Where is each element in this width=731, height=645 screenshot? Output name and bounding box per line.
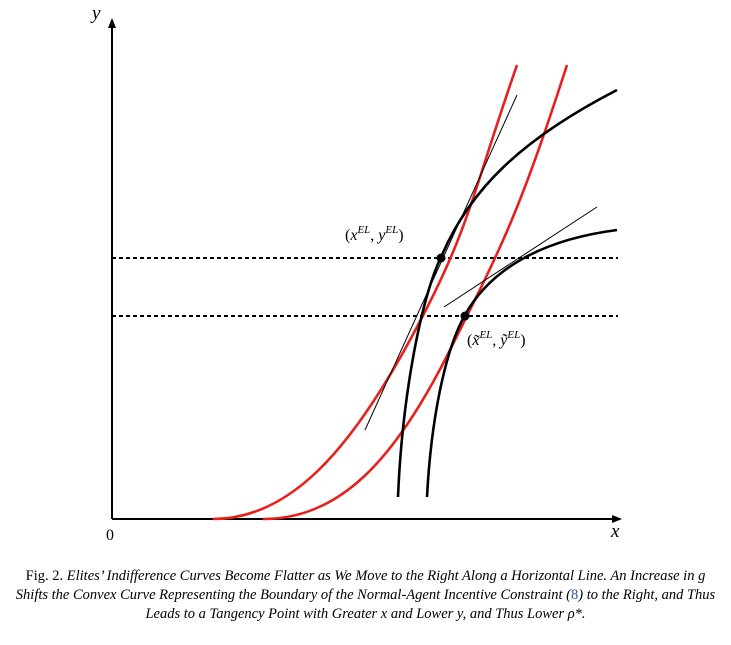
tangency-point-el — [436, 253, 446, 263]
black-curve-upper — [396, 88, 618, 498]
origin-label: 0 — [106, 527, 114, 544]
black-curve-lower — [425, 228, 618, 498]
caption-text-2: ) to the Right, and Thus Leads to a Tang… — [145, 587, 716, 622]
caption-text-1: Elites’ Indifference Curves Become Flatt… — [15, 568, 706, 603]
figure-caption: Fig. 2. Elites’ Indifference Curves Beco… — [12, 567, 719, 624]
red-curve-left — [212, 64, 519, 521]
caption-prefix: Fig. 2. — [25, 568, 64, 584]
diagram-canvas: y x 0 (xEL, yEL) (x̃EL, ỹEL) — [90, 3, 622, 544]
y-axis-label: y — [90, 3, 101, 24]
tangent-line-lower — [443, 206, 598, 308]
point-label-el-tilde: (x̃EL, ỹEL) — [467, 329, 526, 349]
red-curve-right — [262, 64, 569, 521]
tangency-point-el-tilde — [460, 311, 470, 321]
caption-equation-link[interactable]: 8 — [570, 587, 579, 603]
x-axis-label: x — [610, 521, 620, 542]
figure: y x 0 (xEL, yEL) (x̃EL, ỹEL) — [90, 3, 622, 544]
point-label-el: (xEL, yEL) — [345, 224, 404, 244]
